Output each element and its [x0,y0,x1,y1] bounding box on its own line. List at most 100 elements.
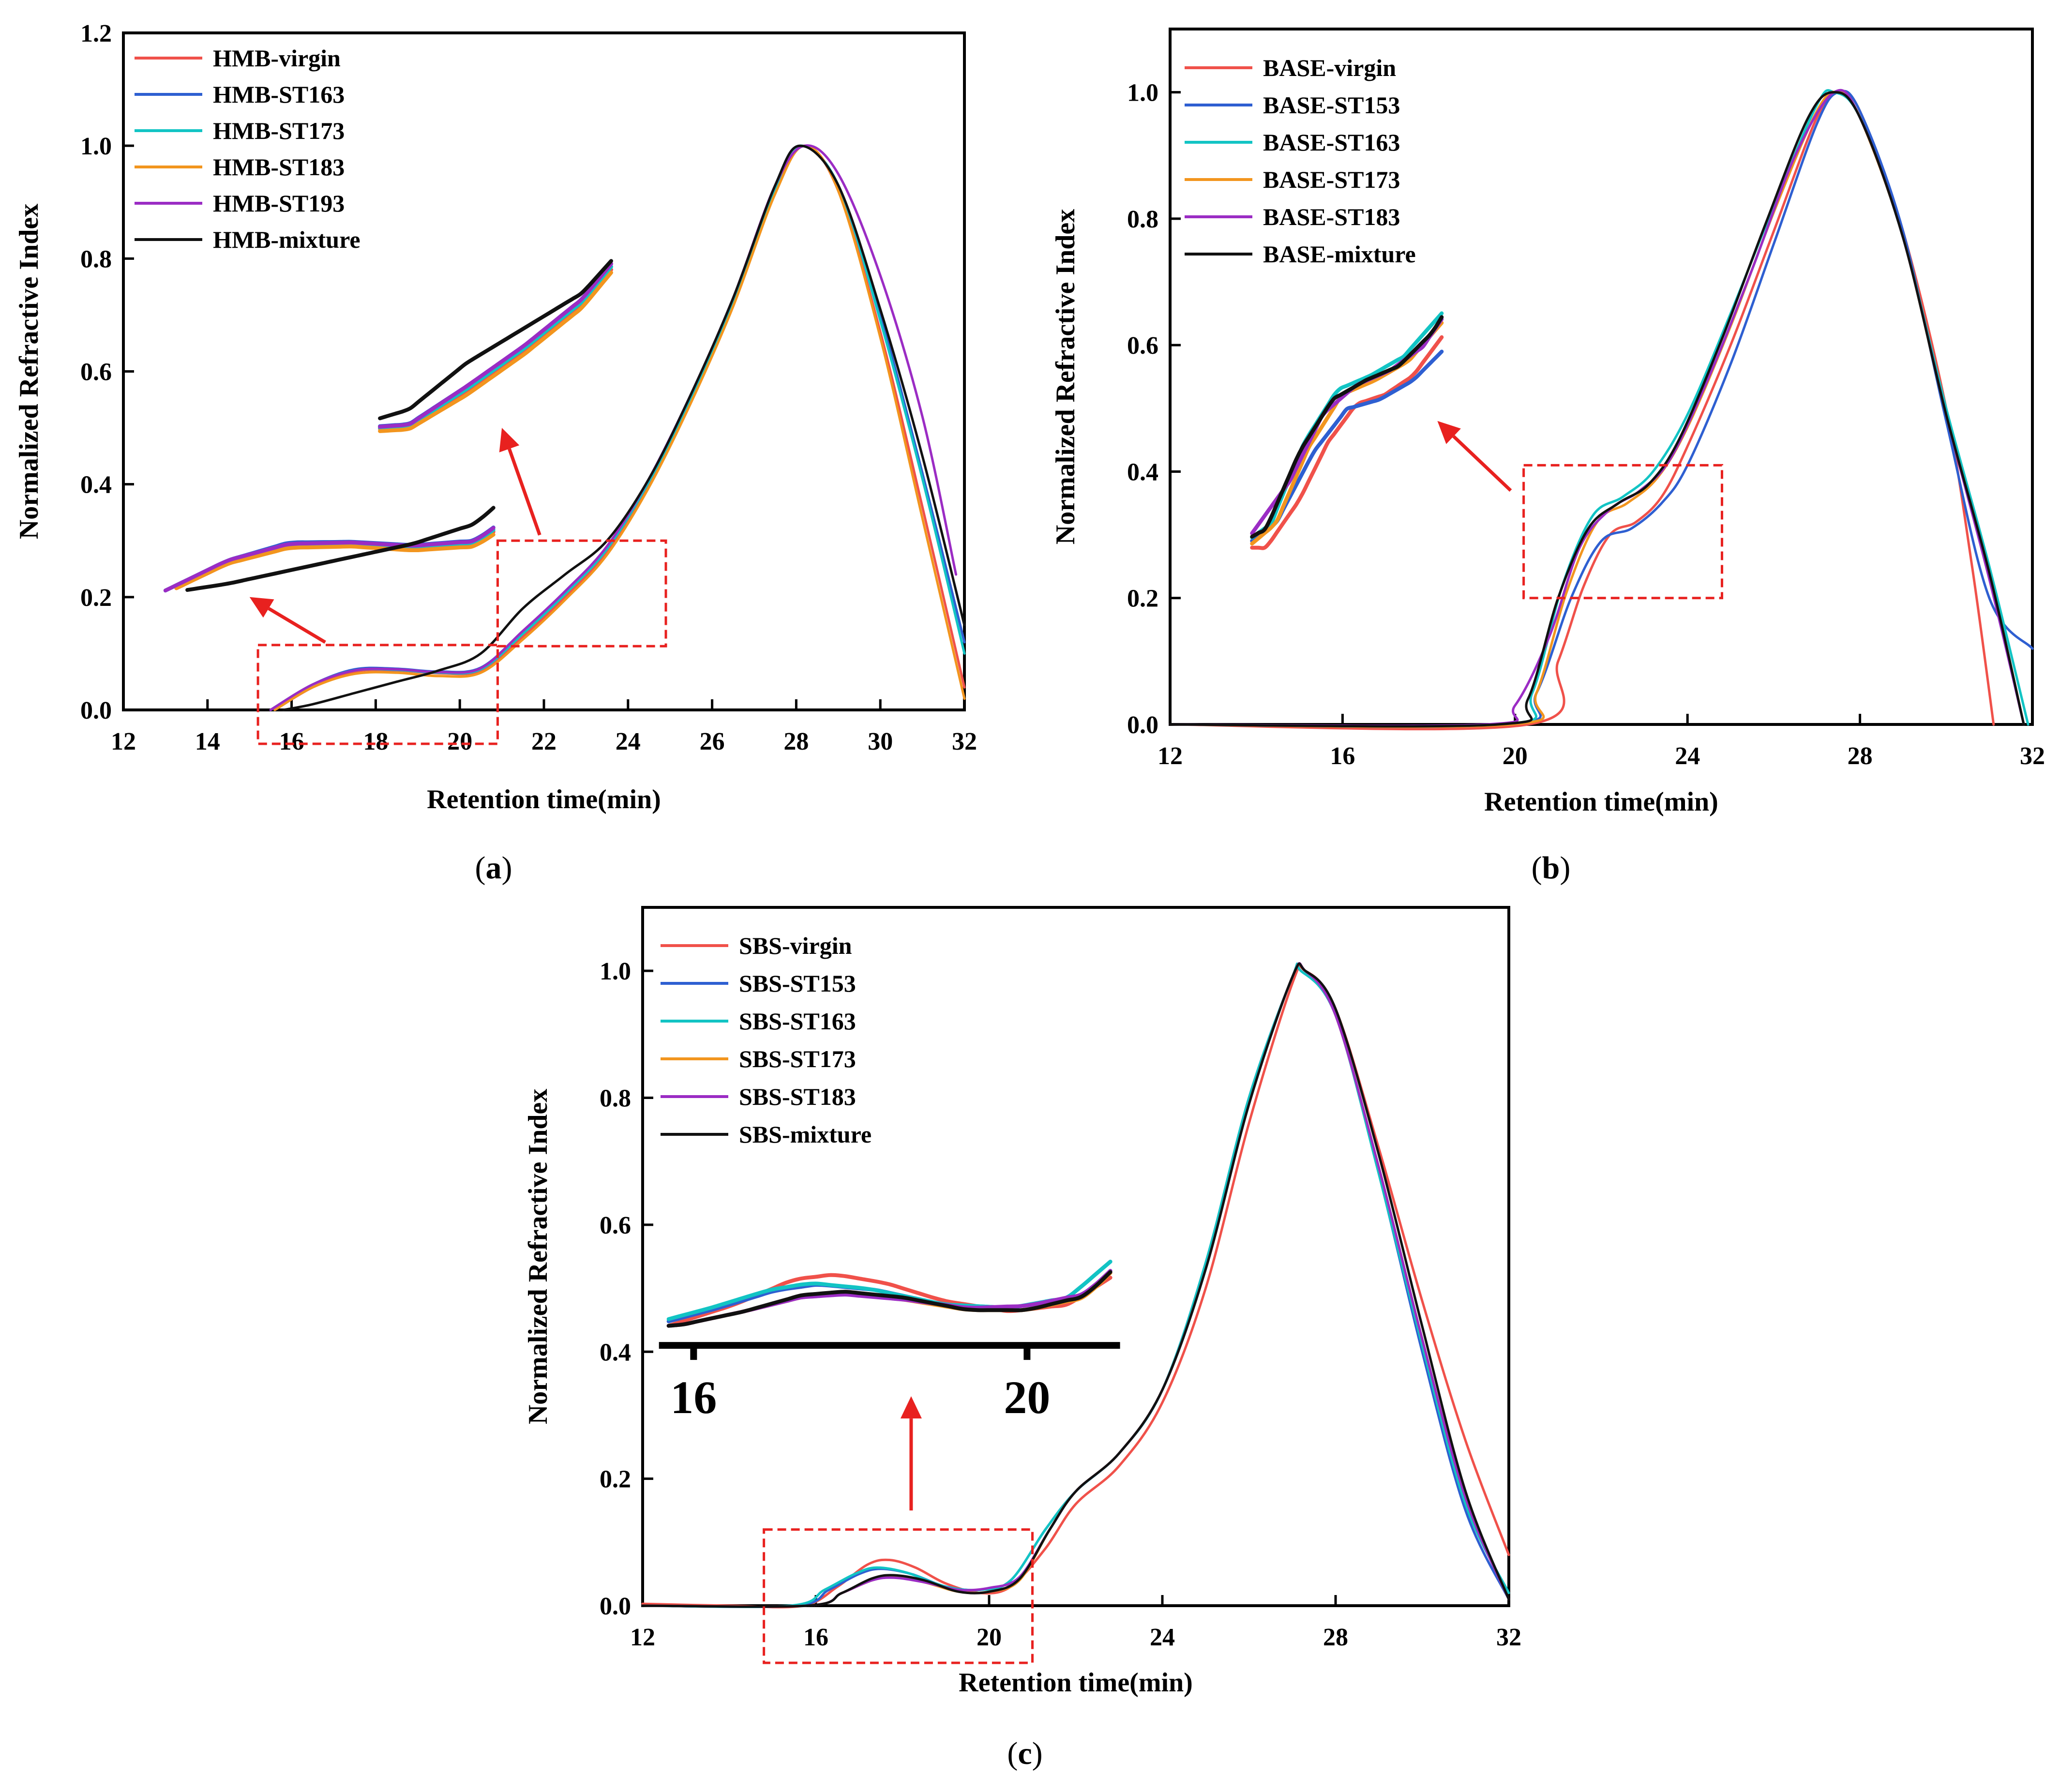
x-tick-label: 24 [1150,1624,1175,1651]
y-tick-label: 0.4 [600,1339,631,1366]
inset-series-SBS-ST183 [666,1269,1113,1328]
legend: BASE-virgin BASE-ST153 BASE-ST163 BASE-ST17… [1185,54,1416,268]
x-tick-label: 30 [868,728,893,755]
x-tick-label: 24 [616,728,641,755]
x-tick-label: 32 [952,728,977,755]
x-tick-label: 20 [447,728,472,755]
inset-series-HMB-mixture [185,506,496,592]
x-tick-label: 28 [783,728,809,755]
inset-series-SBS-mixture [666,1270,1113,1328]
x-tick-label: 22 [531,728,556,755]
x-tick-label: 24 [1675,742,1700,770]
legend-label: HMB-ST193 [213,190,345,217]
y-tick-label: 0.8 [1127,206,1158,233]
y-tick-label: 1.0 [600,958,631,985]
series-line-BASE-mixture [1169,91,2025,728]
x-tick-label: 20 [1503,742,1528,770]
x-tick-label: 16 [279,728,304,755]
legend-label: BASE-ST163 [1263,129,1400,156]
zoom-arrow-shaft [1452,435,1512,492]
panel-label: (b) [1532,850,1571,886]
inset-series-HMB-mixture [378,259,613,421]
legend-label: BASE-virgin [1263,54,1396,81]
y-tick-label: 0.2 [1127,585,1158,613]
zoom-arrow-shaft [268,607,326,644]
zoom-arrow-head [1437,421,1461,444]
x-tick-label: 20 [977,1624,1002,1651]
series-line-HMB-ST173 [269,144,966,711]
inset-series-HMB-ST183 [174,532,496,590]
series-line-HMB-mixture [282,144,966,711]
legend-label: HMB-ST163 [213,81,345,108]
legend-label: SBS-ST163 [739,1008,856,1035]
legend-label: HMB-virgin [213,45,341,72]
zoom-arrow [900,1396,922,1511]
panel-c: 12 16 20 24 28 320.00.20.40.60.81.0Retention … [523,906,1521,1771]
y-axis-title: Normalized Refractive Index [523,1089,553,1425]
x-tick-label: 26 [700,728,725,755]
inset-series-BASE-mixture [1250,315,1444,539]
legend-label: HMB-ST183 [213,153,345,181]
y-tick-label: 0.4 [1127,458,1158,486]
legend: SBS-virgin SBS-ST153 SBS-ST163 SBS-ST173 SBS… [661,932,872,1148]
legend-label: SBS-ST173 [739,1045,856,1072]
inset-series-SBS-ST163 [666,1260,1113,1321]
y-tick-label: 0.8 [80,245,112,273]
zoom-arrow-shaft [508,448,541,536]
zoom-arrow-head [249,597,274,618]
legend-label: BASE-ST153 [1263,91,1400,119]
inset-1 [1250,311,1444,550]
x-tick-label: 28 [1323,1624,1348,1651]
zoom-arrow-head [900,1396,922,1419]
inset-x-tick-label: 20 [1004,1371,1050,1423]
series-line-HMB-ST163 [269,144,966,711]
zoom-region-box [256,644,499,745]
legend-label: SBS-ST153 [739,970,856,997]
inset-series-HMB-ST193 [163,526,496,593]
legend-label: BASE-ST183 [1263,203,1400,230]
legend-label: SBS-mixture [739,1121,872,1148]
legend-label: SBS-ST183 [739,1083,856,1110]
x-tick-label: 32 [2020,742,2045,770]
legend: HMB-virgin HMB-ST163 HMB-ST173 HMB-ST183 HMB… [135,45,361,253]
legend-label: BASE-mixture [1263,241,1416,268]
plot-frame [641,906,1510,1607]
inset-1 [163,506,496,593]
y-tick-label: 0.2 [80,584,112,612]
inset-series-HMB-ST193 [378,262,613,429]
y-tick-label: 0.8 [600,1085,631,1113]
y-tick-label: 1.0 [80,133,112,160]
y-tick-label: 0.0 [80,697,112,724]
x-tick-label: 18 [363,728,388,755]
y-tick-label: 0.6 [600,1212,631,1239]
x-tick-label: 16 [1330,742,1355,770]
zoom-arrow [499,428,541,536]
x-tick-label: 28 [1848,742,1873,770]
x-tick-label: 32 [1496,1624,1521,1651]
inset-1: 16 20 [659,1260,1120,1423]
inset-series-BASE-virgin [1250,335,1444,550]
zoom-arrow [249,597,326,644]
inset-x-tick-label: 16 [670,1371,717,1423]
y-tick-label: 1.2 [80,20,112,47]
legend-label: HMB-mixture [213,226,361,253]
x-tick-label: 16 [803,1624,828,1651]
plot-frame [1169,28,2034,726]
x-tick-label: 12 [630,1624,655,1651]
panel-a: 12 14 16 18 20 22 24 26 28 30 32 0.0 0.2 0.4 0.6 0.8 1.0… [14,20,977,886]
panel-label: (c) [1007,1736,1042,1771]
legend-label: SBS-virgin [739,932,852,959]
legend-label: HMB-ST173 [213,117,345,144]
x-tick-label: 14 [195,728,220,755]
y-tick-label: 1.0 [1127,79,1158,107]
y-tick-label: 0.6 [80,359,112,386]
legend-label: BASE-ST173 [1263,166,1400,193]
zoom-region-box [496,539,667,648]
zoom-arrow-head [499,428,520,452]
zoom-region-box [763,1528,1034,1664]
x-tick-label: 12 [111,728,136,755]
series-line-SBS-virgin [641,964,1510,1609]
x-axis-title: Retention time(min) [1484,787,1718,817]
zoom-region-box [1522,464,1723,600]
